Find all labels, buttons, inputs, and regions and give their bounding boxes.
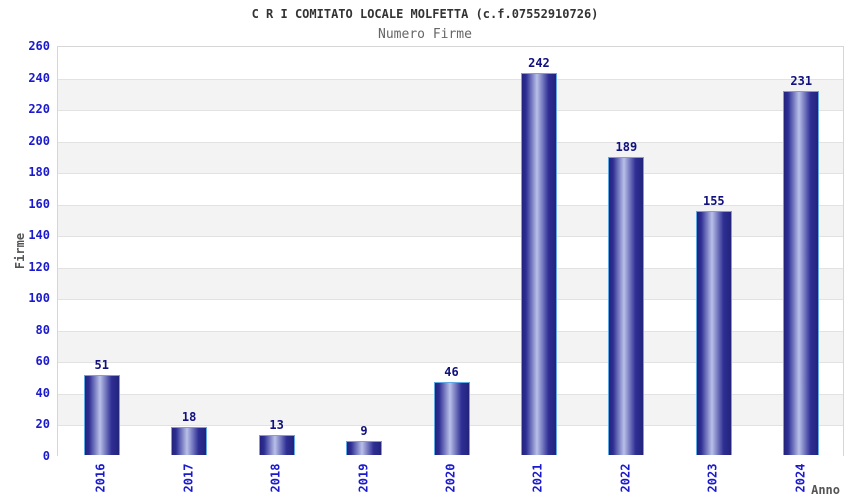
y-tick-label: 260 bbox=[28, 39, 50, 53]
x-tick-text: 2021 bbox=[530, 463, 545, 493]
y-tick-label: 240 bbox=[28, 70, 50, 85]
grid-band bbox=[58, 141, 843, 174]
y-tick-label: 60 bbox=[35, 354, 50, 369]
x-tick-text: 2024 bbox=[793, 463, 808, 493]
bar-2020 bbox=[433, 382, 470, 455]
bar-value-label: 189 bbox=[615, 139, 638, 154]
bar-value-label: 231 bbox=[790, 73, 813, 88]
x-tick-label: 2020 bbox=[431, 456, 471, 500]
x-axis-title: Anno bbox=[811, 483, 840, 497]
chart-subtitle: Numero Firme bbox=[378, 27, 472, 42]
y-tick-label: 100 bbox=[28, 291, 50, 306]
bar-value-label: 46 bbox=[444, 365, 459, 380]
bar-2023 bbox=[695, 210, 732, 455]
y-tick-label: 220 bbox=[28, 102, 50, 117]
x-tick-text: 2019 bbox=[356, 463, 371, 493]
grid-band bbox=[58, 173, 843, 205]
bar-value-label: 18 bbox=[181, 409, 197, 424]
x-tick-text: 2020 bbox=[443, 463, 458, 493]
bar-2016 bbox=[83, 374, 120, 455]
y-tick-label: 140 bbox=[28, 228, 50, 243]
y-tick-label: 80 bbox=[35, 322, 50, 337]
y-tick-label: 0 bbox=[42, 449, 50, 463]
x-tick-label: 2022 bbox=[605, 456, 645, 500]
y-tick-label: 40 bbox=[35, 385, 50, 400]
bar-2024 bbox=[783, 90, 820, 455]
bar-value-label: 155 bbox=[702, 193, 725, 208]
y-tick-label: 200 bbox=[28, 133, 50, 148]
plot-area: 51 18 13 9 46 242 189 155 231 bbox=[57, 46, 844, 457]
bar-value-label: 242 bbox=[528, 56, 550, 71]
x-tick-label: 2018 bbox=[256, 456, 296, 500]
x-tick-text: 2017 bbox=[181, 463, 196, 493]
x-tick-label: 2016 bbox=[81, 456, 121, 500]
x-tick-label: 2023 bbox=[693, 456, 733, 500]
y-tick-label: 120 bbox=[28, 259, 50, 274]
x-tick-text: 2023 bbox=[705, 463, 720, 493]
y-tick-label: 180 bbox=[28, 165, 50, 180]
bar-value-label: 13 bbox=[269, 417, 284, 432]
bar-2019 bbox=[346, 440, 383, 455]
chart-title: C R I COMITATO LOCALE MOLFETTA (c.f.0755… bbox=[251, 7, 599, 21]
grid-band bbox=[58, 78, 843, 111]
x-tick-text: 2018 bbox=[268, 463, 283, 493]
x-tick-label: 2017 bbox=[168, 456, 208, 500]
x-tick-text: 2022 bbox=[618, 463, 633, 493]
x-tick-label: 2019 bbox=[343, 456, 383, 500]
bar-value-label: 9 bbox=[360, 423, 368, 438]
grid-band bbox=[58, 47, 843, 79]
bar-2017 bbox=[171, 426, 208, 455]
grid-band bbox=[58, 110, 843, 142]
bar-value-label: 51 bbox=[94, 357, 109, 372]
x-tick-text: 2016 bbox=[93, 463, 108, 493]
x-tick-label: 2021 bbox=[518, 456, 558, 500]
bar-2022 bbox=[608, 156, 645, 455]
bar-2021 bbox=[520, 73, 557, 455]
y-tick-label: 20 bbox=[35, 417, 50, 432]
y-tick-label: 160 bbox=[28, 196, 50, 211]
bar-2018 bbox=[258, 434, 295, 455]
